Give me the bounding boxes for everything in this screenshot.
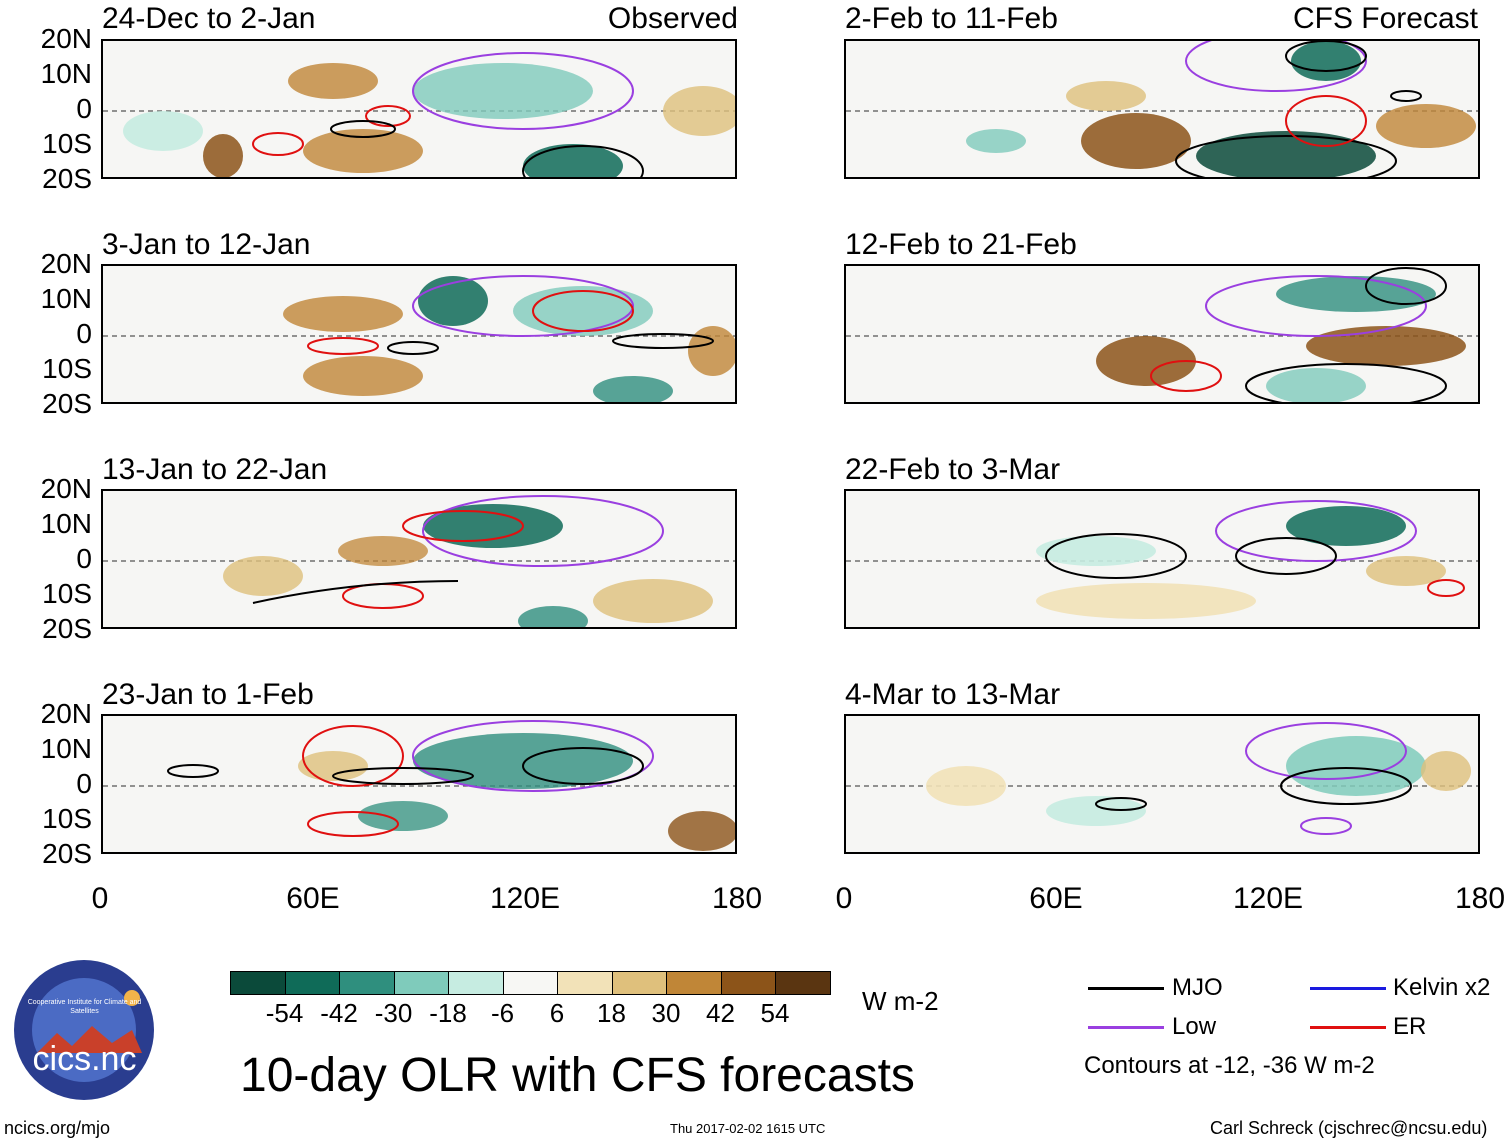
legend-label-low: Low	[1172, 1013, 1217, 1040]
cfs-forecast-label: CFS Forecast	[1292, 2, 1478, 35]
map-panel-left-1	[101, 39, 737, 179]
legend-note: Contours at -12, -36 W m-2	[1084, 1052, 1375, 1079]
panel-title-left-3: 13-Jan to 22-Jan	[102, 453, 328, 486]
panel-title-right-3: 22-Feb to 3-Mar	[845, 453, 1061, 486]
lat-label-row2-4: 20S	[42, 388, 92, 419]
lon-label-right-60e: 60E	[1029, 882, 1083, 915]
legend-line-low	[1088, 1026, 1164, 1029]
olr-map	[103, 720, 735, 851]
lat-label-row1-4: 20S	[42, 163, 92, 194]
olr-map	[103, 52, 735, 177]
legend-line-mjo	[1088, 987, 1164, 990]
panel-title-left-4: 23-Jan to 1-Feb	[102, 678, 314, 711]
lat-label-row4-0: 20N	[40, 698, 92, 729]
colorbar-swatch	[448, 971, 504, 995]
colorbar-swatch	[393, 971, 449, 995]
legend-label-er: ER	[1393, 1013, 1427, 1040]
footer-author: Carl Schreck (cjschrec@ncsu.edu)	[1210, 1118, 1488, 1138]
lon-label-left-180: 180	[711, 882, 763, 915]
lat-label-row2-1: 10N	[40, 283, 92, 314]
colorbar-swatch	[339, 971, 395, 995]
colorbar-swatch	[666, 971, 722, 995]
footer-url: ncics.org/mjo	[4, 1118, 111, 1138]
legend-line-kelvin	[1310, 987, 1386, 990]
lat-label-row3-4: 20S	[42, 613, 92, 644]
colorbar-label: -6	[490, 998, 515, 1028]
panel-title-right-4: 4-Mar to 13-Mar	[845, 678, 1061, 711]
legend-line-er	[1310, 1026, 1386, 1029]
legend-label-kelvin: Kelvin x2	[1393, 974, 1491, 1001]
olr-map	[103, 495, 735, 627]
lon-label-right-0: 0	[835, 882, 853, 915]
colorbar-label: 18	[597, 998, 626, 1028]
map-panel-left-2	[101, 264, 737, 404]
lat-label-row3-2: 0	[76, 543, 92, 574]
colorbar-label: -42	[320, 998, 358, 1028]
map-panel-left-3	[101, 489, 737, 629]
lat-label-row4-4: 20S	[42, 838, 92, 869]
colorbar-swatch	[284, 971, 340, 995]
colorbar-label: -18	[429, 998, 467, 1028]
colorbar-label: 6	[549, 998, 565, 1028]
observed-label: Observed	[607, 2, 738, 35]
logo-ring-text: Cooperative Institute for Climate and Sa…	[27, 999, 142, 1015]
lat-label-row2-3: 10S	[42, 353, 92, 384]
colorbar-swatch	[775, 971, 831, 995]
olr-map	[846, 500, 1478, 619]
lon-label-right-120e: 120E	[1232, 882, 1304, 915]
main-title: 10-day OLR with CFS forecasts	[240, 1049, 915, 1102]
colorbar-swatch	[502, 971, 558, 995]
colorbar-swatch	[611, 971, 667, 995]
olr-map	[103, 275, 735, 402]
panel-title-right-1: 2-Feb to 11-Feb	[845, 2, 1058, 35]
olr-map	[846, 722, 1478, 835]
lat-label-row1-3: 10S	[42, 128, 92, 159]
lat-label-row4-3: 10S	[42, 803, 92, 834]
map-panel-right-2	[844, 264, 1480, 404]
lat-label-row1-1: 10N	[40, 58, 92, 89]
lat-label-row4-2: 0	[76, 768, 92, 799]
lon-label-right-180: 180	[1454, 882, 1506, 915]
panel-title-right-2: 12-Feb to 21-Feb	[845, 228, 1077, 261]
cics-logo: cics.nc Cooperative Institute for Climat…	[12, 958, 157, 1103]
colorbar-swatch	[557, 971, 613, 995]
cics-logo-graphic	[14, 960, 154, 1100]
colorbar-label: 54	[760, 998, 790, 1028]
colorbar-swatch	[230, 971, 286, 995]
lat-label-row2-0: 20N	[40, 248, 92, 279]
lat-label-row3-1: 10N	[40, 508, 92, 539]
lat-label-row4-1: 10N	[40, 733, 92, 764]
colorbar-label: 42	[706, 998, 735, 1028]
colorbar-unit: W m-2	[862, 986, 939, 1016]
logo-text: cics.nc	[32, 1040, 137, 1078]
map-panel-right-3	[844, 489, 1480, 629]
lat-label-row1-0: 20N	[40, 23, 92, 54]
lat-label-row1-2: 0	[76, 93, 92, 124]
panel-title-left-1: 24-Dec to 2-Jan	[102, 2, 316, 35]
lon-label-left-60e: 60E	[286, 882, 340, 915]
lon-label-left-0: 0	[91, 882, 109, 915]
panel-title-left-2: 3-Jan to 12-Jan	[102, 228, 311, 261]
map-panel-left-4	[101, 714, 737, 854]
legend-label-mjo: MJO	[1172, 974, 1223, 1001]
colorbar-swatch	[720, 971, 776, 995]
olr-map	[846, 41, 1478, 177]
lat-label-row3-3: 10S	[42, 578, 92, 609]
colorbar-label: -54	[265, 998, 304, 1028]
colorbar-label: -30	[374, 998, 413, 1028]
footer-timestamp: Thu 2017-02-02 1615 UTC	[670, 1121, 826, 1136]
lon-label-left-120e: 120E	[489, 882, 561, 915]
map-panel-right-4	[844, 714, 1480, 854]
colorbar-label: 30	[651, 998, 681, 1028]
lat-label-row3-0: 20N	[40, 473, 92, 504]
lat-label-row2-2: 0	[76, 318, 92, 349]
olr-map	[846, 267, 1478, 402]
map-panel-right-1	[844, 39, 1480, 179]
